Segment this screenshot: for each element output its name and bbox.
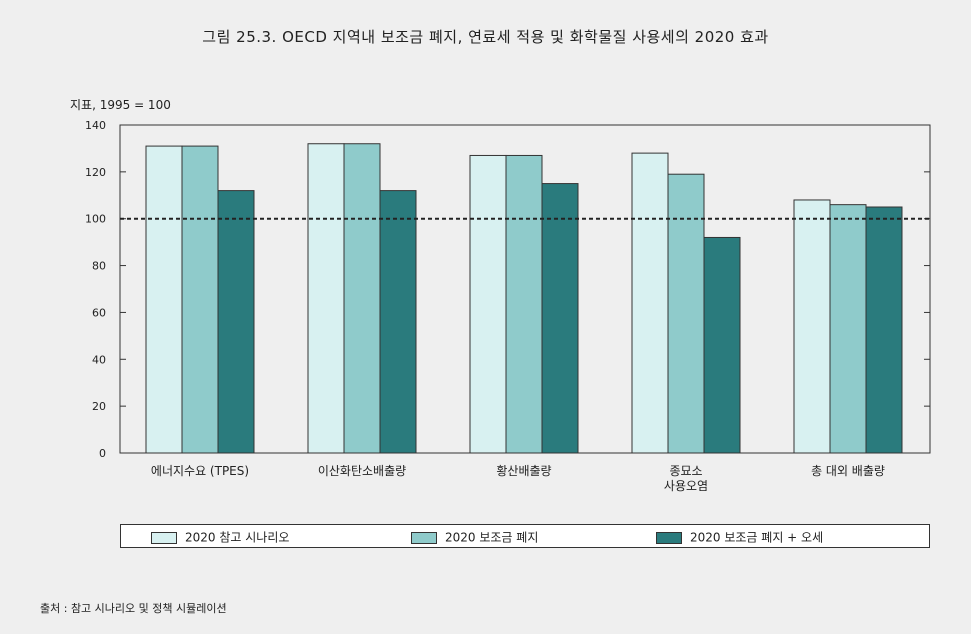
y-tick-label: 80 — [92, 260, 106, 273]
bar-series-0-cat-1 — [307, 143, 345, 454]
legend-label-subsidy-removal: 2020 보조금 폐지 — [445, 530, 539, 545]
x-tick-label: 이산화탄소배출량 — [318, 464, 406, 478]
bar-series-0-cat-4 — [793, 199, 831, 454]
legend: 2020 참고 시나리오 2020 보조금 폐지 2020 보조금 폐지 + 오… — [120, 524, 930, 548]
y-tick-label: 0 — [99, 447, 106, 460]
bar-series-2-cat-2 — [541, 183, 579, 454]
bars-group — [145, 143, 903, 454]
x-tick-label: 사용오염 — [664, 479, 708, 493]
y-axis-label: 지표, 1995 = 100 — [70, 98, 171, 112]
legend-item-subsidy-tax: 2020 보조금 폐지 + 오세 — [656, 529, 823, 545]
legend-swatch-subsidy-removal — [411, 531, 437, 544]
x-tick-label: 총 대외 배출량 — [811, 464, 885, 478]
source-note: 출처 : 참고 시나리오 및 정책 시뮬레이션 — [40, 602, 227, 615]
y-tick-label: 100 — [85, 213, 106, 226]
y-tick-label: 60 — [92, 306, 106, 319]
bar-series-0-cat-0 — [145, 145, 183, 454]
legend-swatch-reference — [151, 531, 177, 544]
y-tick-label: 140 — [85, 119, 106, 132]
bar-series-1-cat-2 — [505, 154, 543, 454]
legend-label-subsidy-tax: 2020 보조금 폐지 + 오세 — [690, 530, 824, 545]
y-tick-label: 120 — [85, 166, 106, 179]
legend-label-reference: 2020 참고 시나리오 — [185, 530, 290, 545]
chart-title: 그림 25.3. OECD 지역내 보조금 폐지, 연료세 적용 및 화학물질 … — [202, 28, 769, 46]
bar-series-0-cat-3 — [631, 152, 669, 454]
legend-swatch-subsidy-tax — [656, 531, 682, 544]
bar-series-2-cat-4 — [865, 206, 903, 454]
x-tick-label: 종묘소 — [669, 464, 702, 478]
legend-item-subsidy-removal: 2020 보조금 폐지 — [411, 529, 538, 545]
x-tick-label: 황산배출량 — [496, 464, 551, 478]
legend-item-reference: 2020 참고 시나리오 — [151, 529, 289, 545]
bar-series-2-cat-0 — [217, 190, 255, 454]
y-tick-label: 20 — [92, 400, 106, 413]
bar-series-1-cat-0 — [181, 145, 219, 454]
bar-series-2-cat-1 — [379, 190, 417, 454]
bar-series-1-cat-3 — [667, 173, 705, 454]
bar-series-1-cat-1 — [343, 143, 381, 454]
bar-series-2-cat-3 — [703, 236, 741, 454]
bar-series-1-cat-4 — [829, 204, 867, 454]
y-tick-label: 40 — [92, 353, 106, 366]
bar-series-0-cat-2 — [469, 154, 507, 454]
x-tick-label: 에너지수요 (TPES) — [151, 464, 249, 478]
